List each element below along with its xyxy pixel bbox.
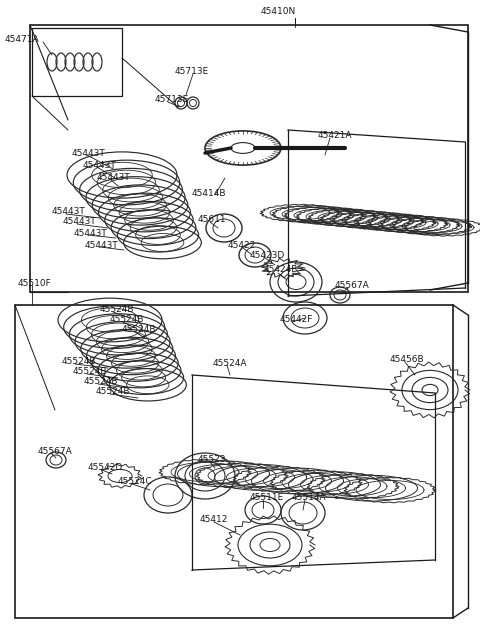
Text: 45443T: 45443T	[85, 240, 119, 250]
Text: 45542D: 45542D	[88, 463, 123, 472]
Bar	[15, 305, 453, 618]
Text: 45524B: 45524B	[96, 387, 131, 396]
Text: 45713E: 45713E	[155, 96, 189, 105]
Text: 45524B: 45524B	[73, 368, 108, 377]
Text: 45421A: 45421A	[318, 131, 352, 139]
Text: 45524A: 45524A	[213, 358, 248, 368]
Text: 45422: 45422	[228, 240, 256, 250]
Text: 45456B: 45456B	[390, 356, 425, 365]
Text: 45713E: 45713E	[175, 67, 209, 77]
Text: 45424B: 45424B	[264, 266, 299, 275]
Text: 45423D: 45423D	[250, 250, 285, 259]
Text: 45514A: 45514A	[292, 493, 326, 503]
Text: 45511E: 45511E	[250, 493, 284, 503]
Text: 45443T: 45443T	[63, 217, 97, 226]
Text: 45524B: 45524B	[100, 306, 134, 314]
Text: 45414B: 45414B	[192, 188, 227, 198]
Text: 45524C: 45524C	[118, 477, 153, 486]
Text: 45443T: 45443T	[52, 207, 86, 216]
Text: 45567A: 45567A	[38, 448, 73, 456]
Text: 45471A: 45471A	[5, 36, 40, 44]
Text: 45524B: 45524B	[122, 325, 156, 335]
Text: 45410N: 45410N	[260, 8, 296, 16]
Text: 45443T: 45443T	[72, 148, 106, 157]
Bar	[32, 28, 122, 96]
Text: 45443T: 45443T	[97, 172, 131, 181]
Text: 45611: 45611	[198, 216, 227, 224]
Text: 45443T: 45443T	[83, 160, 117, 169]
Text: 45524B: 45524B	[84, 377, 119, 387]
Text: 45524B: 45524B	[62, 358, 96, 366]
Text: 45523: 45523	[198, 455, 227, 465]
Text: 45524B: 45524B	[110, 316, 144, 325]
Text: 45442F: 45442F	[280, 316, 313, 325]
Bar	[30, 25, 468, 292]
Text: 45443T: 45443T	[74, 228, 108, 238]
Text: 45510F: 45510F	[18, 278, 52, 287]
Text: 45412: 45412	[200, 515, 228, 524]
Text: 45567A: 45567A	[335, 280, 370, 290]
